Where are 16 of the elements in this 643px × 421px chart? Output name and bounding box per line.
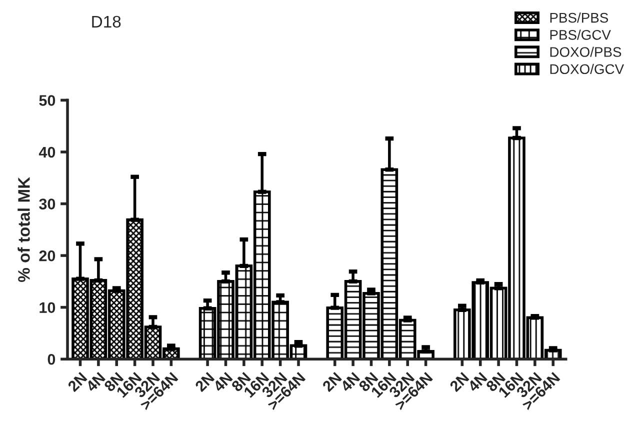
y-tick-label: 50	[39, 95, 56, 106]
x-tick-label: 2N	[194, 372, 215, 392]
y-tick-label: 0	[48, 354, 56, 365]
legend-label: PBS/GCV	[550, 30, 611, 40]
y-tick-label: 20	[39, 250, 56, 262]
x-tick-label: 2N	[67, 372, 88, 392]
x-tick-label: 2N	[449, 372, 470, 392]
x-tick-label: 2N	[322, 372, 342, 392]
legend-label: PBS/PBS	[550, 12, 608, 23]
legend-label: DOXO/GCV	[550, 64, 624, 74]
chart-title: D18	[92, 16, 121, 28]
y-axis-title: % of total MK	[18, 177, 30, 282]
y-tick-label: 10	[40, 302, 56, 314]
legend-label: DOXO/PBS	[550, 46, 622, 57]
y-tick-label: 30	[39, 198, 56, 210]
y-tick-label: 40	[38, 146, 56, 158]
